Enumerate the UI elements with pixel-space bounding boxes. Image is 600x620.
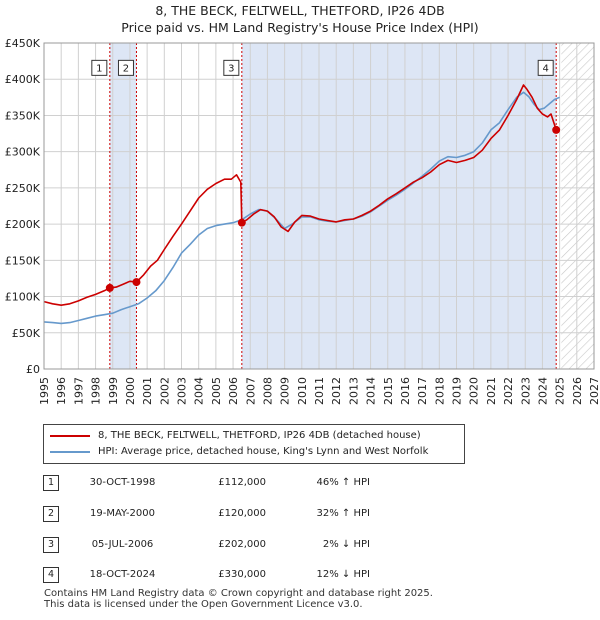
x-tick-label: 2014 [365,377,378,405]
sale-row-2: 2 19-MAY-2000 £120,000 32% ↑ HPI [0,506,600,524]
y-tick-label: £300K [5,146,41,159]
x-tick-label: 1998 [90,377,103,405]
sale-date: 05-JUL-2006 [91,539,154,550]
sale-label-box-2 [117,59,134,76]
sale-price: £120,000 [218,508,266,519]
title-line-2: Price paid vs. HM Land Registry's House … [121,20,479,35]
sale-hpi-diff: 32% ↑ HPI [316,508,370,519]
legend: 8, THE BECK, FELTWELL, THETFORD, IP26 4D… [43,424,465,464]
sale-label-1: 1 [96,63,102,74]
sale-price: £330,000 [218,569,266,580]
legend-label-price-paid: 8, THE BECK, FELTWELL, THETFORD, IP26 4D… [98,430,421,441]
sale-label-box-3 [223,59,240,76]
x-tick-label: 2015 [382,377,395,405]
footer: Contains HM Land Registry data © Crown c… [44,588,433,610]
y-tick-label: £100K [5,291,41,304]
x-tick-label: 2016 [399,377,412,405]
shaded-period-1 [109,43,137,369]
sale-number: 3 [43,537,59,553]
title-line-1: 8, THE BECK, FELTWELL, THETFORD, IP26 4D… [155,3,445,18]
sale-label-4: 4 [543,63,549,74]
x-tick-label: 2007 [244,377,257,405]
x-tick-label: 2025 [554,377,567,405]
y-tick-label: £150K [5,254,41,267]
sale-row-1: 1 30-OCT-1998 £112,000 46% ↑ HPI [0,475,600,493]
y-tick-label: £0 [26,363,40,376]
y-tick-label: £350K [5,109,41,122]
y-tick-label: £50K [12,327,41,340]
footer-line-1: Contains HM Land Registry data © Crown c… [44,588,433,599]
sale-number: 1 [43,475,59,491]
x-tick-label: 1997 [72,377,85,405]
x-tick-label: 2005 [210,377,223,405]
x-tick-label: 2027 [588,377,600,405]
sale-date: 19-MAY-2000 [89,508,155,519]
legend-label-hpi: HPI: Average price, detached house, King… [98,446,429,457]
x-tick-label: 2023 [519,377,532,405]
x-tick-label: 2021 [485,377,498,405]
legend-swatch-price-paid [50,435,90,437]
sale-label-3: 3 [228,63,234,74]
x-tick-label: 2011 [313,377,326,405]
x-tick-label: 1995 [38,377,51,405]
x-tick-label: 2000 [124,377,137,405]
x-tick-label: 2017 [416,377,429,405]
x-tick-label: 2002 [158,377,171,405]
chart-title: 8, THE BECK, FELTWELL, THETFORD, IP26 4D… [0,2,600,36]
sale-date: 30-OCT-1998 [89,477,156,488]
x-tick-label: 2008 [261,377,274,405]
x-tick-label: 1996 [55,377,68,405]
sale-point-2 [132,278,141,287]
x-tick-label: 2024 [536,377,549,405]
x-tick-label: 2001 [141,377,154,405]
sale-number: 4 [43,567,59,583]
sale-point-3 [237,218,246,227]
forecast-hatch [561,43,594,369]
sale-label-2: 2 [123,63,129,74]
x-tick-label: 2004 [193,377,206,405]
y-tick-label: £250K [5,182,41,195]
sale-point-4 [552,125,561,134]
sale-date: 18-OCT-2024 [89,569,156,580]
sale-point-1 [105,283,114,292]
legend-swatch-hpi [50,451,90,453]
price-chart: 1 2 3 4 £0 £50K £100K £150K £200K £250K £300K £350K… [5,38,600,405]
sale-label-box-1 [91,59,108,76]
x-tick-label: 2012 [330,377,343,405]
x-tick-label: 1999 [107,377,120,405]
sale-row-4: 4 18-OCT-2024 £330,000 12% ↓ HPI [0,567,600,585]
sale-price: £112,000 [218,477,266,488]
x-tick-label: 2022 [502,377,515,405]
x-tick-label: 2010 [296,377,309,405]
sale-hpi-diff: 46% ↑ HPI [316,477,370,488]
shaded-period-2 [241,43,557,369]
sale-label-box-4 [537,59,554,76]
y-tick-label: £200K [5,218,41,231]
y-tick-label: £450K [5,38,41,50]
x-tick-label: 2026 [571,377,584,405]
sale-hpi-diff: 12% ↓ HPI [316,569,370,580]
x-tick-label: 2019 [451,377,464,405]
plot-frame [43,42,595,370]
x-tick-label: 2009 [279,377,292,405]
footer-line-2: This data is licensed under the Open Gov… [44,599,363,610]
x-tick-label: 2013 [347,377,360,405]
sale-number: 2 [43,506,59,522]
sale-hpi-diff: 2% ↓ HPI [322,539,370,550]
y-tick-label: £400K [5,73,41,86]
sale-row-3: 3 05-JUL-2006 £202,000 2% ↓ HPI [0,537,600,555]
x-tick-label: 2003 [176,377,189,405]
x-tick-label: 2006 [227,377,240,405]
x-tick-label: 2020 [468,377,481,405]
x-tick-label: 2018 [433,377,446,405]
sale-price: £202,000 [218,539,266,550]
